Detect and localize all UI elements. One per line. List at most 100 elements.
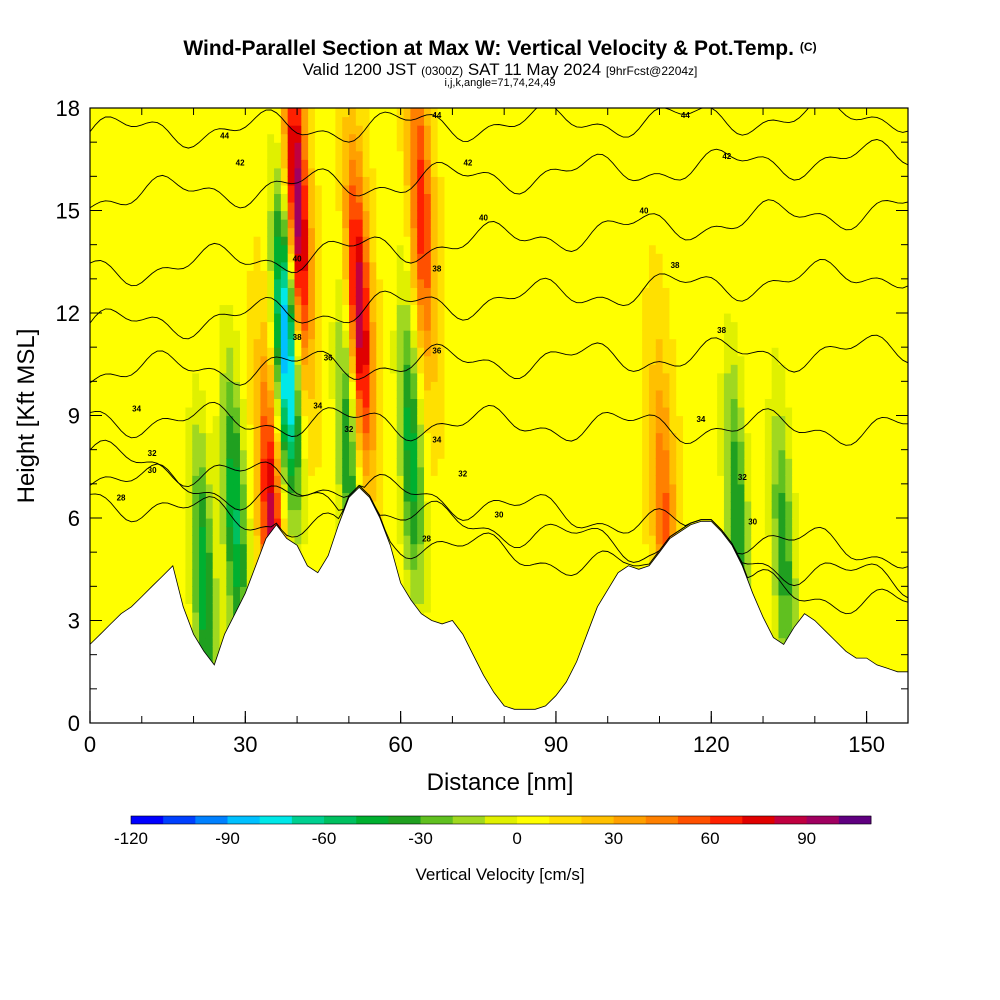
velocity-cell (314, 492, 323, 502)
velocity-cell (185, 321, 193, 331)
velocity-cell (376, 295, 384, 306)
velocity-cell (321, 133, 330, 143)
velocity-cell (199, 475, 207, 485)
velocity-cell (464, 518, 473, 528)
velocity-cell (328, 372, 336, 382)
velocity-cell (144, 347, 152, 357)
velocity-cell (335, 415, 343, 425)
velocity-cell (233, 176, 241, 186)
velocity-cell (267, 432, 275, 442)
velocity-cell (294, 201, 302, 212)
velocity-cell (90, 244, 98, 254)
velocity-cell (389, 347, 398, 357)
velocity-cell (417, 500, 425, 511)
velocity-cell (369, 355, 377, 365)
velocity-cell (546, 509, 555, 519)
velocity-cell (430, 184, 439, 195)
velocity-cell (199, 483, 207, 493)
velocity-cell (492, 330, 500, 340)
velocity-cell (205, 611, 214, 622)
velocity-cell (546, 201, 555, 212)
velocity-cell (226, 381, 234, 391)
velocity-cell (185, 167, 193, 177)
velocity-cell (526, 424, 534, 434)
velocity-cell (301, 295, 309, 306)
velocity-cell (437, 424, 446, 434)
velocity-cell (526, 321, 534, 331)
velocity-cell (171, 321, 180, 331)
velocity-cell (260, 270, 268, 280)
velocity-cell (321, 492, 330, 502)
velocity-cell (96, 458, 105, 468)
velocity-cell (178, 219, 187, 229)
velocity-cell (205, 278, 214, 288)
velocity-cell (485, 526, 493, 536)
velocity-cell (308, 313, 316, 323)
velocity-cell (553, 159, 561, 169)
velocity-cell (233, 219, 241, 229)
velocity-cell (424, 535, 432, 545)
velocity-cell (376, 347, 384, 357)
velocity-cell (546, 518, 555, 528)
velocity-cell (492, 287, 500, 297)
velocity-cell (471, 526, 480, 536)
velocity-cell (287, 492, 296, 502)
velocity-cell (376, 253, 384, 263)
velocity-cell (492, 167, 500, 177)
velocity-cell (512, 697, 521, 707)
velocity-cell (471, 449, 480, 459)
velocity-cell (253, 526, 262, 536)
velocity-cell (171, 133, 180, 143)
velocity-cell (519, 133, 527, 143)
velocity-cell (124, 270, 132, 280)
velocity-cell (171, 466, 180, 476)
velocity-cell (246, 150, 255, 160)
velocity-cell (430, 398, 439, 408)
velocity-cell (533, 441, 541, 451)
velocity-cell (383, 406, 391, 417)
velocity-cell (403, 560, 411, 570)
velocity-cell (519, 406, 527, 417)
velocity-cell (321, 287, 330, 297)
velocity-cell (301, 313, 309, 323)
velocity-cell (492, 270, 500, 280)
velocity-cell (103, 338, 112, 348)
velocity-cell (403, 253, 411, 263)
velocity-cell (192, 372, 200, 382)
velocity-cell (90, 560, 98, 570)
velocity-cell (199, 125, 207, 135)
velocity-cell (410, 492, 418, 502)
velocity-cell (403, 552, 411, 562)
velocity-cell (464, 449, 473, 459)
velocity-cell (533, 133, 541, 143)
velocity-cell (471, 125, 480, 135)
velocity-cell (137, 278, 146, 288)
velocity-cell (499, 176, 507, 186)
velocity-cell (342, 287, 350, 297)
velocity-cell (349, 193, 357, 203)
velocity-cell (539, 304, 548, 314)
velocity-cell (376, 372, 384, 382)
velocity-cell (410, 526, 418, 536)
velocity-cell (410, 313, 418, 323)
velocity-cell (130, 167, 139, 177)
velocity-cell (464, 253, 473, 263)
velocity-cell (342, 219, 350, 229)
velocity-cell (260, 458, 268, 468)
velocity-cell (342, 201, 350, 212)
velocity-cell (144, 543, 152, 553)
velocity-cell (492, 261, 500, 271)
velocity-cell (533, 663, 541, 673)
velocity-cell (164, 159, 173, 169)
velocity-cell (519, 176, 527, 186)
velocity-cell (171, 492, 180, 502)
velocity-cell (526, 603, 534, 613)
velocity-cell (239, 236, 248, 246)
velocity-cell (519, 389, 527, 400)
velocity-cell (471, 159, 480, 169)
velocity-cell (130, 381, 139, 391)
velocity-cell (178, 159, 187, 169)
velocity-cell (349, 483, 357, 493)
velocity-cell (90, 253, 98, 263)
velocity-cell (499, 287, 507, 297)
